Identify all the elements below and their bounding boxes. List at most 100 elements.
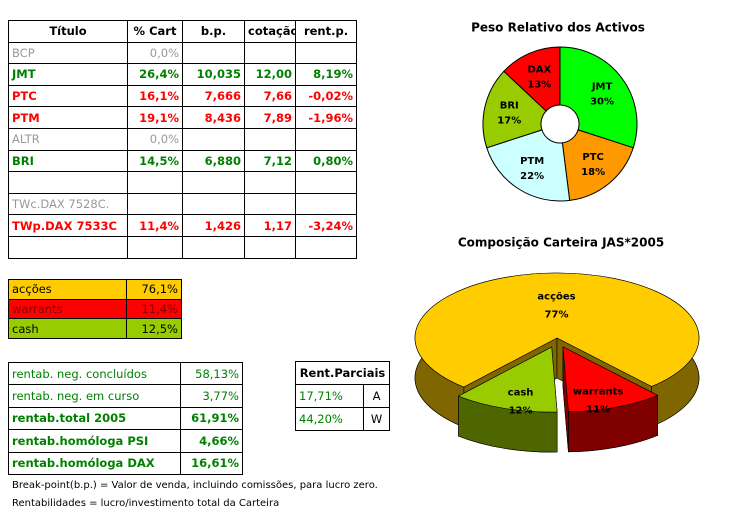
cell: 1,426: [182, 214, 245, 237]
cell: 16,1%: [127, 84, 183, 108]
slice-value: 13%: [527, 79, 551, 90]
cell: 1,17: [244, 214, 296, 237]
slice-label: PTM: [520, 156, 544, 167]
table: Título% Cart b.p. cotação rent.p. BCP 0,0% JMT…: [8, 20, 357, 259]
cell: [127, 235, 183, 259]
cell: 7,89: [244, 106, 296, 129]
cell: A: [363, 384, 390, 408]
cell: [182, 171, 245, 194]
cell: 61,91%: [180, 406, 243, 431]
cell: -1,96%: [295, 106, 357, 129]
cell: 17,71%: [295, 384, 364, 408]
cell: ALTR: [8, 127, 128, 151]
cell: [182, 192, 245, 216]
cell: 0,0%: [127, 127, 183, 151]
slice-label: cash: [508, 388, 534, 399]
cell: -3,24%: [295, 214, 357, 237]
table-row: 44,20% W: [295, 407, 390, 431]
slice-label: JMT: [591, 81, 613, 92]
chart-title: Peso Relativo dos Activos: [471, 21, 645, 35]
cell: [182, 127, 245, 151]
note: Rentabilidades = lucro/investimento tota…: [12, 498, 280, 509]
pie-slice: [457, 346, 558, 413]
cell: [295, 171, 357, 194]
cell: [244, 127, 296, 151]
table-row: BRI 14,5% 6,880 7,12 0,80%: [8, 149, 357, 173]
cell: 10,035: [182, 63, 245, 86]
table-row: Rent.Parciais: [295, 361, 390, 385]
slice-value: 11%: [586, 405, 610, 416]
cell: 8,436: [182, 106, 245, 129]
cell: % Cart: [127, 20, 183, 43]
cell: [295, 235, 357, 259]
table-row: [8, 235, 357, 259]
slice-label: BRI: [500, 101, 519, 112]
cell: BRI: [8, 149, 128, 173]
table: Rent.Parciais 17,71% A 44,20% W: [295, 361, 390, 431]
cell: [8, 235, 128, 259]
pie-slice: [503, 46, 561, 112]
table-row: acções 76,1%: [8, 279, 182, 300]
table-row: ALTR 0,0%: [8, 127, 357, 151]
cell: rentab.homóloga PSI: [8, 429, 181, 453]
note: Break-point(b.p.) = Valor de venda, incl…: [12, 480, 378, 491]
cell: 14,5%: [127, 149, 183, 173]
pie-slice: [561, 129, 634, 201]
cell: TWp.DAX 7533C: [8, 214, 128, 237]
cell: [182, 235, 245, 259]
cell: -0,02%: [295, 84, 357, 108]
cell: 11,4%: [127, 214, 183, 237]
cell: BCP: [8, 41, 128, 65]
slice-label: DAX: [527, 64, 551, 75]
cell: PTC: [8, 84, 128, 108]
table-row: JMT 26,4% 10,035 12,00 8,19%: [8, 63, 357, 86]
cell: [127, 192, 183, 216]
cell: 6,880: [182, 149, 245, 173]
slice-label: PTC: [582, 152, 604, 163]
slice-label: acções: [537, 292, 575, 303]
cell: [295, 41, 357, 65]
cell: 26,4%: [127, 63, 183, 86]
pie-slice: [559, 46, 638, 149]
table-row: rentab. neg. concluídos 58,13%: [8, 361, 243, 386]
cell: Título: [8, 20, 128, 43]
table: rentab. neg. concluídos 58,13% rentab. neg…: [8, 361, 243, 475]
table-row: [8, 171, 357, 194]
cell: [244, 41, 296, 65]
table-row: Título% Cart b.p. cotação rent.p.: [8, 20, 357, 43]
cell: [244, 192, 296, 216]
cell: 7,66: [244, 84, 296, 108]
cell: PTM: [8, 106, 128, 129]
cell: 0,80%: [295, 149, 357, 173]
cell: 12,00: [244, 63, 296, 86]
slice-value: 18%: [581, 167, 605, 178]
chart-title: Composição Carteira JAS*2005: [458, 236, 664, 250]
cell: 58,13%: [180, 361, 243, 386]
slice-value: 12%: [509, 406, 533, 417]
slice-value: 30%: [590, 96, 614, 107]
pie-slice: [482, 70, 547, 149]
cell: 19,1%: [127, 106, 183, 129]
cell: rent.p.: [295, 20, 357, 43]
table-row: rentab. neg. em curso 3,77%: [8, 384, 243, 408]
slice-value: 77%: [545, 310, 569, 321]
pie-slice: [414, 272, 700, 388]
cell: [8, 171, 128, 194]
cell: rentab. neg. concluídos: [8, 361, 181, 386]
cell: rentab. neg. em curso: [8, 384, 181, 408]
table-row: rentab.homóloga PSI 4,66%: [8, 429, 243, 453]
table-row: PTM 19,1% 8,436 7,89 -1,96%: [8, 106, 357, 129]
cell: [127, 171, 183, 194]
pie-slice: [486, 129, 571, 202]
cell: 76,1%: [126, 279, 182, 300]
cell: 0,0%: [127, 41, 183, 65]
cell: b.p.: [182, 20, 245, 43]
cell: TWc.DAX 7528C.: [8, 192, 128, 216]
table-row: rentab.total 2005 61,91%: [8, 406, 243, 431]
table-row: PTC 16,1% 7,666 7,66 -0,02%: [8, 84, 357, 108]
cell: 11,4%: [126, 298, 182, 320]
cell: rentab.total 2005: [8, 406, 181, 431]
cell: cash: [8, 318, 127, 340]
